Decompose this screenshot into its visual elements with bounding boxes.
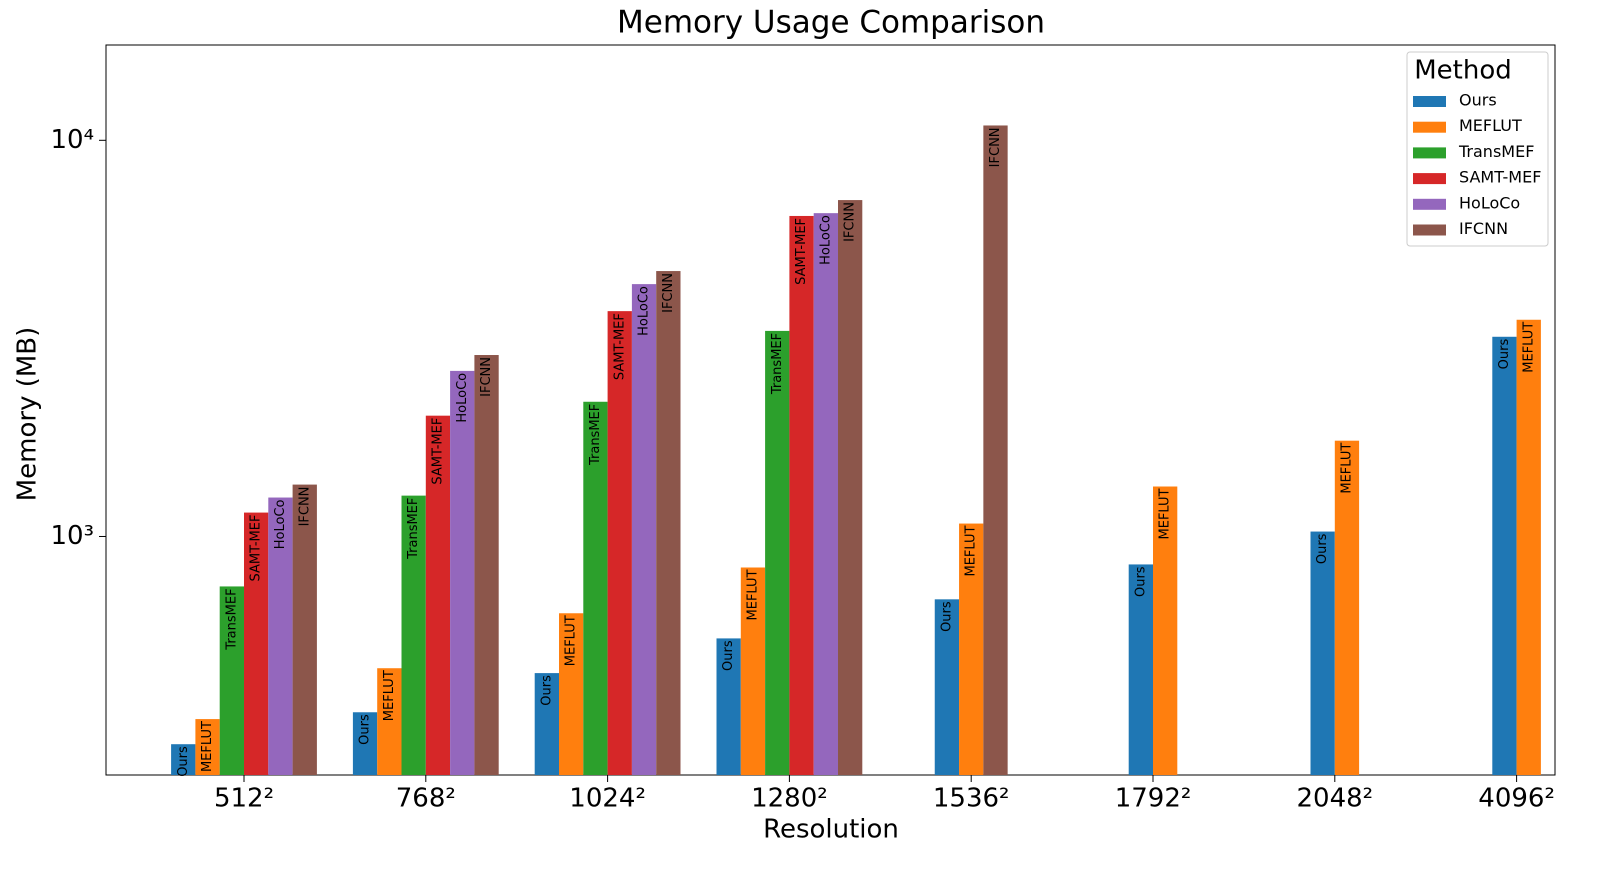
legend-swatch	[1413, 173, 1446, 185]
bar	[1334, 440, 1360, 775]
bar-label: IFCNN	[988, 127, 1003, 167]
bar-label: Ours	[939, 601, 954, 632]
bar	[583, 401, 608, 775]
legend-title: Method	[1414, 56, 1512, 86]
bar	[716, 638, 741, 775]
bar	[425, 415, 451, 775]
legend-label: SAMT-MEF	[1459, 168, 1541, 187]
bar-label: IFCNN	[297, 487, 312, 527]
bar	[559, 613, 584, 775]
bar	[740, 567, 766, 775]
bar	[352, 712, 378, 775]
bar-label: Ours	[539, 675, 554, 706]
bar-label: MEFLUT	[745, 569, 760, 620]
bar	[268, 497, 293, 775]
legend-label: Ours	[1459, 91, 1497, 110]
bar-label: HoLoCo	[637, 286, 652, 336]
legend-label: IFCNN	[1459, 219, 1508, 238]
bar-label: MEFLUT	[964, 526, 979, 577]
bar	[450, 370, 475, 775]
legend-label: HoLoCo	[1459, 193, 1520, 212]
bar	[377, 668, 402, 775]
x-tick-label: 1536²	[933, 784, 1010, 814]
y-axis-label: Memory (MB)	[13, 327, 43, 502]
bar	[195, 719, 220, 775]
bar	[474, 355, 499, 775]
bar-label: IFCNN	[479, 357, 494, 397]
bar	[959, 523, 984, 775]
bar-label: TransMEF	[224, 588, 239, 650]
bar-label: TransMEF	[770, 333, 785, 395]
bar	[1153, 486, 1178, 775]
bar	[171, 744, 196, 775]
x-tick-label: 1280²	[751, 784, 828, 814]
bar	[1516, 319, 1541, 775]
legend-swatch	[1413, 224, 1446, 236]
bar	[607, 311, 632, 775]
bar	[1128, 564, 1153, 775]
legend-swatch	[1413, 96, 1446, 107]
bar-label: MEFLUT	[564, 615, 579, 666]
bar	[765, 330, 790, 775]
bar-label: SAMT-MEF	[430, 418, 445, 485]
bar-label: Ours	[721, 640, 736, 671]
bar-label: SAMT-MEF	[612, 313, 627, 380]
legend-swatch	[1413, 198, 1446, 210]
chart-title: Memory Usage Comparison	[617, 5, 1045, 41]
bar-label: SAMT-MEF	[249, 515, 264, 582]
bar-label: SAMT-MEF	[794, 218, 809, 285]
bar	[983, 125, 1008, 775]
x-tick-label: 1024²	[569, 784, 646, 814]
bar-label: Ours	[1497, 339, 1512, 370]
bar-label: Ours	[358, 714, 373, 745]
bar	[1492, 336, 1517, 775]
bar	[244, 512, 269, 775]
bar-label: TransMEF	[406, 498, 421, 560]
bar-label: MEFLUT	[1158, 488, 1173, 539]
legend-label: MEFLUT	[1459, 116, 1522, 135]
legend-swatch	[1413, 121, 1446, 133]
x-tick-label: 2048²	[1297, 784, 1374, 814]
legend-label: TransMEF	[1458, 142, 1534, 161]
bar	[1310, 531, 1335, 775]
x-tick-label: 4096²	[1478, 784, 1555, 814]
bar-label: HoLoCo	[455, 373, 470, 423]
bar-label: HoLoCo	[273, 499, 288, 549]
bar	[934, 599, 960, 775]
bar-label: Ours	[1315, 533, 1330, 564]
x-tick-label: 512²	[214, 784, 274, 814]
y-tick-label: 10³	[50, 521, 94, 551]
bar	[631, 284, 657, 775]
bar-label: MEFLUT	[382, 670, 397, 721]
bar	[534, 673, 559, 775]
bar-label: Ours	[1133, 566, 1148, 597]
y-tick-label: 10⁴	[50, 125, 94, 155]
bar-label: MEFLUT	[1521, 322, 1536, 373]
bar-label: MEFLUT	[1339, 443, 1354, 494]
bar	[292, 484, 317, 775]
bar	[813, 213, 838, 775]
bar-label: HoLoCo	[818, 215, 833, 265]
bar	[656, 271, 681, 775]
x-axis-label: Resolution	[763, 815, 899, 845]
bar-label: Ours	[176, 746, 191, 777]
x-tick-label: 1792²	[1115, 784, 1192, 814]
bar	[838, 200, 863, 775]
bar-label: IFCNN	[661, 273, 676, 313]
bar-label: MEFLUT	[200, 721, 215, 772]
bar-label: TransMEF	[588, 404, 603, 466]
bar	[401, 495, 426, 775]
bar	[789, 215, 814, 776]
bar	[219, 586, 244, 775]
x-tick-label: 768²	[396, 784, 456, 814]
bar-label: IFCNN	[843, 202, 858, 242]
legend-swatch	[1413, 147, 1446, 159]
